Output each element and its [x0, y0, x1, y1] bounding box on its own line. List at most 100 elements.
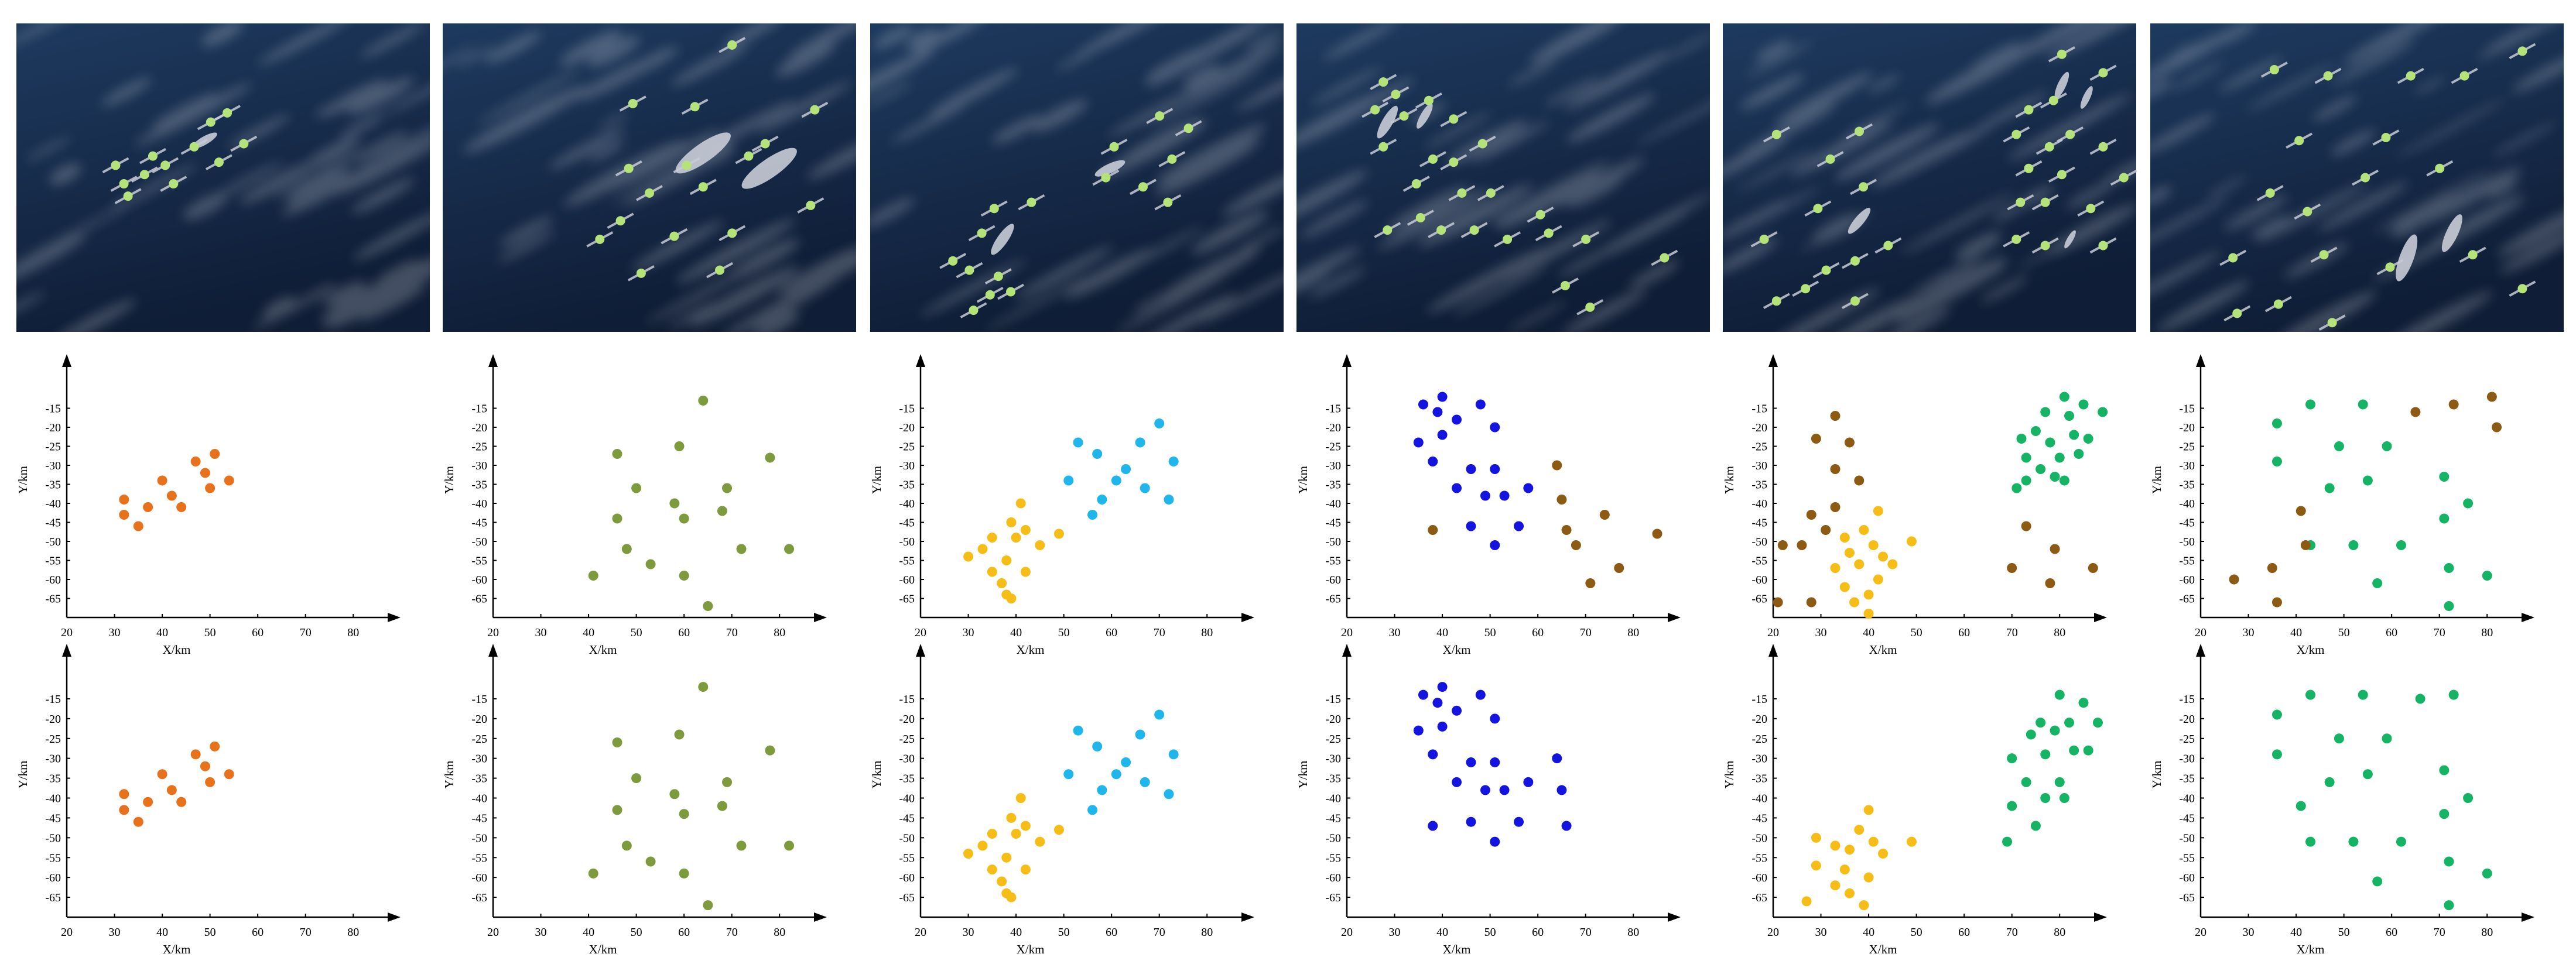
- target-marker: [223, 108, 232, 118]
- x-tick-label: 20: [61, 626, 73, 639]
- data-point: [1523, 777, 1534, 787]
- x-axis-arrow: [1668, 613, 1681, 622]
- x-tick-label: 50: [1484, 626, 1496, 639]
- data-point: [703, 601, 713, 611]
- data-point: [2296, 801, 2306, 811]
- y-axis-label: Y/km: [870, 761, 884, 789]
- data-point: [2054, 452, 2065, 463]
- x-tick-label: 60: [2386, 626, 2397, 639]
- data-point: [1020, 864, 1031, 875]
- x-tick-label: 70: [726, 626, 738, 639]
- y-tick-label: -20: [471, 713, 487, 726]
- y-tick-label: -55: [1325, 555, 1341, 568]
- data-point: [1499, 785, 1510, 795]
- y-axis-label: Y/km: [2150, 761, 2164, 789]
- target-marker: [1163, 197, 1173, 207]
- y-axis-arrow: [1342, 354, 1352, 367]
- x-tick-label: 40: [1010, 626, 1022, 639]
- target-marker: [1167, 154, 1177, 164]
- y-tick-label: -15: [45, 693, 61, 706]
- target-marker: [111, 160, 121, 170]
- x-axis-label: X/km: [1443, 942, 1471, 956]
- target-marker: [206, 117, 215, 127]
- target-marker: [2468, 250, 2478, 260]
- target-marker: [727, 40, 737, 50]
- x-axis-label: X/km: [1443, 643, 1471, 657]
- y-tick-label: -60: [471, 574, 487, 586]
- data-point: [977, 544, 988, 554]
- data-point: [2059, 392, 2069, 402]
- x-tick-label: 60: [2386, 926, 2397, 939]
- data-point: [722, 777, 733, 787]
- data-point: [987, 864, 997, 875]
- data-point: [1111, 475, 1121, 486]
- y-axis-arrow: [488, 354, 498, 367]
- y-tick-label: -40: [2179, 497, 2195, 510]
- target-marker: [2011, 234, 2021, 244]
- data-point: [1140, 483, 1150, 493]
- data-point: [588, 868, 598, 879]
- data-point: [2021, 777, 2031, 787]
- ship: [1848, 208, 1871, 234]
- data-point: [1053, 825, 1064, 835]
- y-axis-label: Y/km: [2150, 466, 2164, 494]
- data-point: [1490, 540, 1500, 550]
- x-tick-label: 40: [1436, 926, 1448, 939]
- x-tick-label: 50: [1911, 626, 1922, 639]
- data-point: [2362, 769, 2373, 780]
- data-point: [1571, 540, 1581, 550]
- data-point: [2372, 876, 2383, 887]
- y-tick-label: -60: [1751, 574, 1767, 586]
- target-marker: [1101, 173, 1111, 183]
- data-point: [133, 816, 143, 827]
- y-tick-label: -40: [1325, 497, 1341, 510]
- x-tick-label: 20: [2195, 926, 2206, 939]
- data-point: [2444, 900, 2454, 911]
- data-point: [1806, 597, 1816, 608]
- data-point: [2271, 418, 2282, 428]
- y-axis-arrow: [1768, 354, 1778, 367]
- x-axis-arrow: [814, 613, 827, 622]
- y-tick-label: -40: [45, 497, 61, 510]
- target-marker: [969, 306, 979, 315]
- data-point: [2045, 437, 2055, 448]
- data-point: [1859, 525, 1869, 535]
- data-point: [1140, 777, 1150, 787]
- data-point: [2007, 753, 2017, 764]
- scatter-panel-row1-col3: 20 30 40 50 60 70 80 -15 -20 -25 -30 -35 -40 -45 -50 -5…: [870, 354, 1254, 657]
- data-point: [2045, 578, 2055, 588]
- data-point: [1466, 464, 1476, 474]
- y-tick-label: -45: [899, 517, 915, 530]
- data-point: [1418, 689, 1428, 700]
- target-marker: [989, 204, 999, 214]
- data-point: [2324, 483, 2335, 493]
- x-tick-label: 20: [1767, 926, 1779, 939]
- data-point: [1413, 437, 1424, 448]
- y-tick-label: -15: [899, 693, 915, 706]
- data-point: [1514, 521, 1524, 531]
- data-point: [2448, 689, 2459, 700]
- data-point: [2439, 513, 2450, 524]
- data-point: [1773, 597, 1783, 608]
- y-tick-label: -30: [899, 753, 915, 766]
- data-point: [1906, 536, 1917, 547]
- data-point: [1806, 510, 1816, 520]
- data-point: [2486, 392, 2497, 402]
- data-point: [1053, 529, 1064, 539]
- y-tick-label: -60: [1751, 872, 1767, 884]
- y-tick-label: -35: [2179, 773, 2195, 785]
- y-tick-label: -45: [1325, 517, 1341, 530]
- data-point: [2439, 765, 2450, 776]
- x-axis-arrow: [2094, 912, 2107, 922]
- data-point: [1859, 900, 1869, 911]
- target-marker: [2098, 68, 2108, 78]
- data-point: [2444, 601, 2454, 611]
- data-point: [1452, 777, 1462, 787]
- data-point: [1878, 848, 1889, 859]
- target-marker: [1859, 182, 1869, 192]
- y-tick-label: -30: [899, 459, 915, 472]
- x-axis-label: X/km: [1017, 942, 1045, 956]
- scatter-panel-row2-col2: 20 30 40 50 60 70 80 -15 -20 -25 -30 -35 -40 -45 -50 -5…: [442, 644, 827, 956]
- data-point: [722, 483, 733, 493]
- x-tick-label: 50: [1058, 926, 1070, 939]
